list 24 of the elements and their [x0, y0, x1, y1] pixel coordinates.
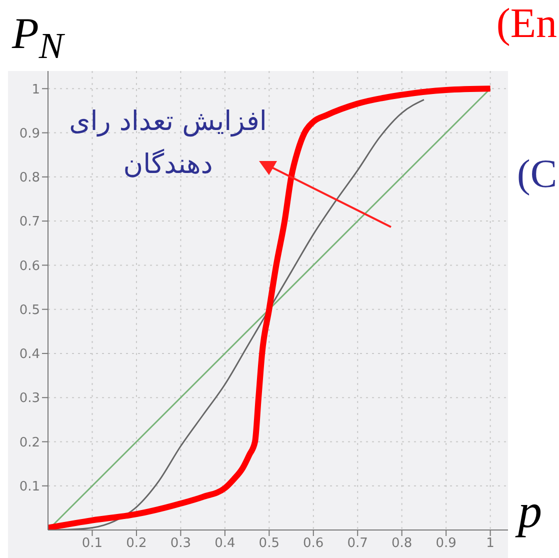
x-tick-label: 0.1 — [82, 536, 103, 552]
text: (En — [496, 0, 557, 48]
x-tick-label: 0.4 — [214, 536, 236, 552]
x-tick-label: 0.7 — [347, 536, 368, 552]
x-tick-label: 0.8 — [392, 536, 412, 552]
y-tick-label: 0.4 — [19, 347, 40, 362]
x-tick-label: 0.6 — [303, 536, 324, 552]
x-tick-label: 0.5 — [258, 536, 280, 552]
y-tick-label: 0.5 — [19, 302, 40, 318]
x-tick-label: 0.9 — [436, 536, 456, 552]
y-tick-label: 0.1 — [19, 479, 40, 494]
text: (C — [517, 150, 557, 197]
y-tick-label: 0.7 — [19, 214, 40, 230]
y-axis-title: P$_{N}$ — [12, 9, 64, 66]
x-tick-label: 1 — [486, 536, 494, 552]
x-tick-label: 0.2 — [126, 536, 147, 552]
y-tick-label: 0.8 — [19, 170, 40, 186]
annotation: افزایش تعداد رای دهندگان — [68, 105, 268, 182]
x-tick-label: 0.3 — [170, 536, 192, 552]
y-tick-label: 1 — [32, 82, 40, 98]
y-tick-label: 0.6 — [19, 258, 40, 274]
y-tick-label: 0.2 — [19, 435, 40, 450]
y-tick-label: 0.3 — [19, 391, 40, 406]
y-tick-label: 0.9 — [19, 126, 40, 142]
